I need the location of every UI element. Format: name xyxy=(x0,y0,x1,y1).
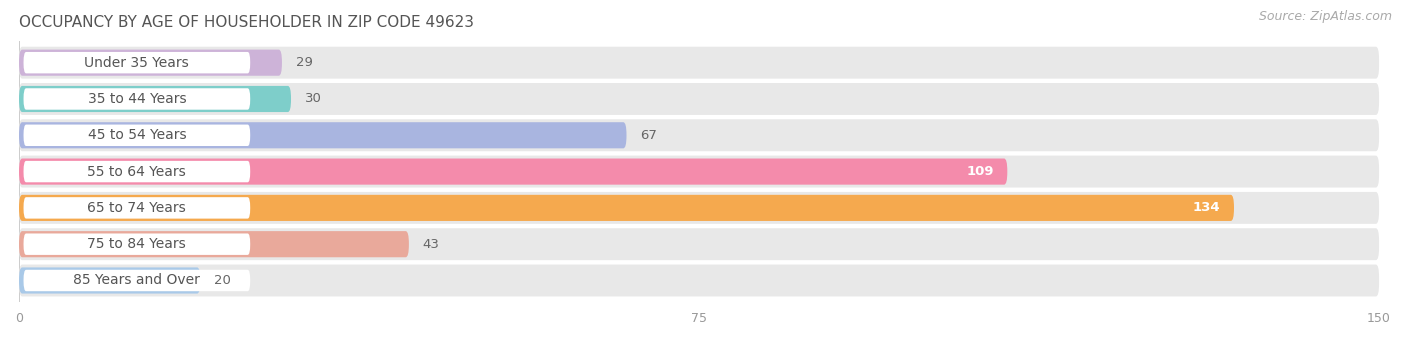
Text: 75 to 84 Years: 75 to 84 Years xyxy=(87,237,186,251)
Text: 29: 29 xyxy=(295,56,312,69)
Text: 35 to 44 Years: 35 to 44 Years xyxy=(87,92,186,106)
Text: 45 to 54 Years: 45 to 54 Years xyxy=(87,128,186,142)
FancyBboxPatch shape xyxy=(20,156,1379,188)
FancyBboxPatch shape xyxy=(20,228,1379,260)
FancyBboxPatch shape xyxy=(24,52,250,73)
FancyBboxPatch shape xyxy=(24,270,250,291)
Text: 134: 134 xyxy=(1192,201,1220,215)
FancyBboxPatch shape xyxy=(20,265,1379,296)
Text: 85 Years and Over: 85 Years and Over xyxy=(73,273,200,288)
Text: Under 35 Years: Under 35 Years xyxy=(84,56,190,70)
Text: 67: 67 xyxy=(640,129,657,142)
Text: Source: ZipAtlas.com: Source: ZipAtlas.com xyxy=(1258,10,1392,23)
Text: 30: 30 xyxy=(305,92,322,105)
FancyBboxPatch shape xyxy=(24,234,250,255)
FancyBboxPatch shape xyxy=(20,122,627,148)
FancyBboxPatch shape xyxy=(20,47,1379,79)
Text: 43: 43 xyxy=(422,238,439,251)
FancyBboxPatch shape xyxy=(24,88,250,110)
FancyBboxPatch shape xyxy=(20,231,409,257)
FancyBboxPatch shape xyxy=(20,158,1007,185)
FancyBboxPatch shape xyxy=(24,197,250,219)
Text: 65 to 74 Years: 65 to 74 Years xyxy=(87,201,186,215)
FancyBboxPatch shape xyxy=(24,161,250,182)
FancyBboxPatch shape xyxy=(20,50,283,76)
Text: 55 to 64 Years: 55 to 64 Years xyxy=(87,165,186,178)
FancyBboxPatch shape xyxy=(20,83,1379,115)
FancyBboxPatch shape xyxy=(24,124,250,146)
FancyBboxPatch shape xyxy=(20,192,1379,224)
Text: 20: 20 xyxy=(214,274,231,287)
Text: 109: 109 xyxy=(966,165,994,178)
FancyBboxPatch shape xyxy=(20,195,1234,221)
FancyBboxPatch shape xyxy=(20,268,200,293)
FancyBboxPatch shape xyxy=(20,119,1379,151)
Text: OCCUPANCY BY AGE OF HOUSEHOLDER IN ZIP CODE 49623: OCCUPANCY BY AGE OF HOUSEHOLDER IN ZIP C… xyxy=(20,15,474,30)
FancyBboxPatch shape xyxy=(20,86,291,112)
